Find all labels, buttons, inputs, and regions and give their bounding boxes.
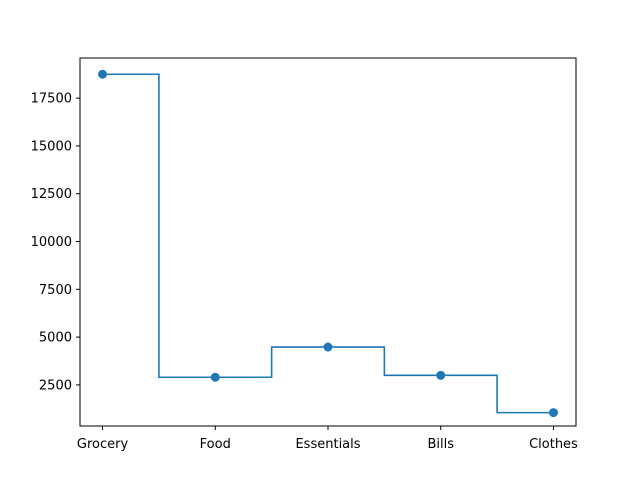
y-tick-label: 10000 bbox=[31, 235, 72, 250]
y-tick-label: 7500 bbox=[39, 283, 72, 298]
y-tick-label: 15000 bbox=[31, 139, 72, 154]
y-tick-label: 2500 bbox=[39, 378, 72, 393]
x-tick-label: Clothes bbox=[529, 437, 578, 452]
y-tick-label: 12500 bbox=[31, 187, 72, 202]
data-point-clothes bbox=[548, 408, 558, 418]
data-point-essentials bbox=[323, 342, 333, 352]
plot-area bbox=[98, 69, 558, 418]
data-point-food bbox=[210, 372, 220, 382]
x-tick-label: Essentials bbox=[295, 437, 360, 452]
x-tick-label: Grocery bbox=[77, 437, 129, 452]
data-point-bills bbox=[436, 370, 446, 380]
x-tick-label: Food bbox=[200, 437, 231, 452]
y-tick-label: 5000 bbox=[39, 331, 72, 346]
data-point-grocery bbox=[98, 69, 108, 79]
x-tick-label: Bills bbox=[427, 437, 454, 452]
axes: Grocery Food Essentials Bills Clothes 2500 500… bbox=[31, 57, 578, 452]
y-tick-label: 17500 bbox=[31, 92, 72, 107]
